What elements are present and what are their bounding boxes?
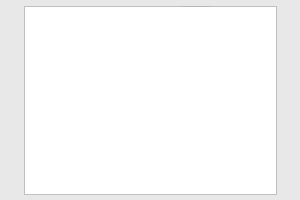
Polygon shape [228,115,239,135]
Text: 95: 95 [146,92,161,102]
Text: 130: 130 [140,120,160,130]
Text: 250: 250 [140,155,160,165]
Bar [180,6,210,180]
Bar [180,122,210,128]
Text: NCI-H460: NCI-H460 [169,178,224,192]
Text: 72: 72 [146,66,161,76]
Text: 55: 55 [146,35,161,45]
